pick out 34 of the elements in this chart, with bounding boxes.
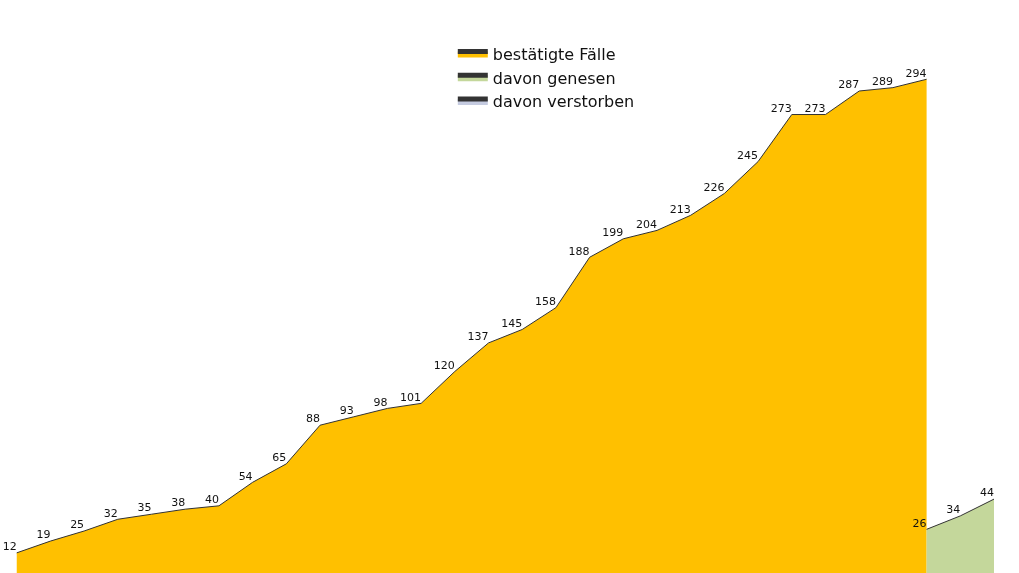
data-label: 158 (534, 294, 556, 308)
data-label: 54 (238, 469, 253, 483)
data-label: 25 (70, 518, 85, 532)
data-label: 273 (804, 101, 826, 115)
data-label: 101 (400, 390, 422, 404)
data-label: 12 (2, 540, 17, 554)
data-label: 188 (568, 244, 590, 258)
data-label: 289 (871, 74, 893, 88)
data-label: 34 (946, 503, 961, 517)
data-label: 38 (171, 496, 186, 510)
data-label: 93 (339, 404, 354, 418)
data-label: 226 (703, 180, 725, 194)
legend-label: davon verstorben (492, 92, 635, 112)
data-label: 137 (467, 330, 489, 344)
data-label: 35 (137, 501, 152, 515)
data-label: 19 (36, 528, 51, 542)
data-label: 65 (272, 451, 287, 465)
data-label: 26 (912, 516, 927, 530)
legend-label: bestätigte Fälle (492, 44, 616, 64)
data-label: 287 (838, 78, 860, 92)
data-label: 44 (980, 486, 994, 500)
data-label: 120 (433, 358, 455, 372)
data-label: 32 (103, 506, 118, 520)
data-label: 98 (373, 395, 388, 409)
data-label: 245 (737, 148, 759, 162)
data-label: 213 (669, 202, 691, 216)
data-label: 40 (204, 493, 219, 507)
data-label: 88 (306, 412, 321, 426)
data-label: 199 (602, 226, 624, 240)
legend-label: davon genesen (492, 68, 616, 88)
data-label: 273 (770, 101, 792, 115)
data-label: 204 (636, 217, 658, 231)
data-label: 294 (905, 66, 927, 80)
data-label: 145 (501, 316, 523, 330)
